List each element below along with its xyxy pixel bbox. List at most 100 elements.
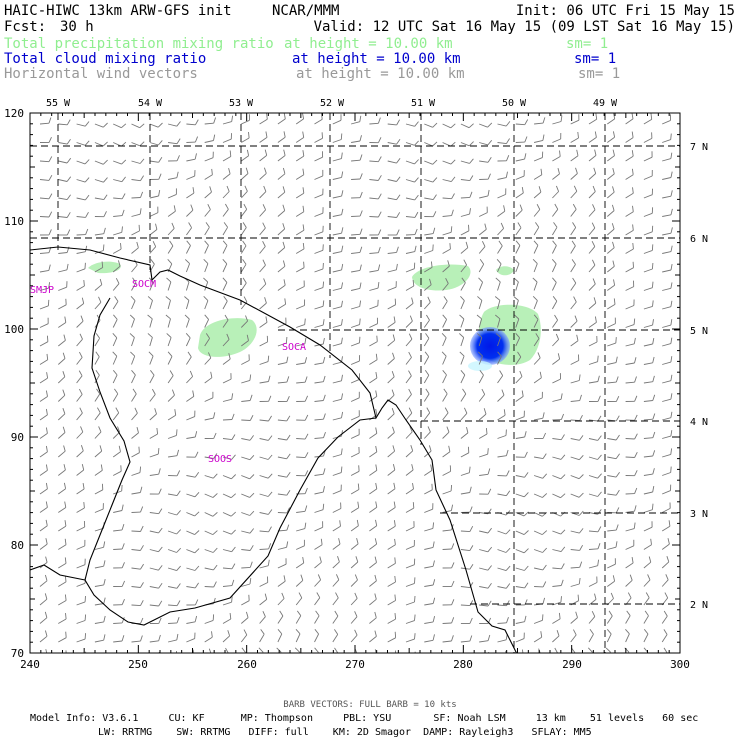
wind-barb: [443, 161, 451, 164]
wind-barb-feather: [195, 616, 196, 622]
wind-barb-feather: [305, 506, 307, 512]
wind-barb: [333, 177, 342, 179]
wind-barb: [333, 270, 342, 272]
wind-barb-feather: [613, 242, 615, 248]
wind-barb: [388, 451, 395, 457]
wind-barb-feather: [393, 353, 395, 359]
wind-barb: [424, 338, 429, 346]
wind-barb-feather: [287, 376, 289, 382]
wind-barb: [424, 180, 433, 183]
wind-barb-feather: [232, 435, 235, 440]
wind-barb: [132, 124, 140, 128]
wind-barb-feather: [210, 186, 212, 192]
wind-barb: [461, 531, 470, 532]
wind-barb: [516, 476, 525, 478]
wind-barb-feather: [684, 630, 686, 636]
wind-barb: [534, 245, 538, 253]
wind-barb: [113, 659, 122, 661]
wind-barb-feather: [378, 265, 379, 271]
wind-barb-feather: [689, 265, 690, 271]
wind-barb: [571, 283, 576, 290]
wind-barb: [77, 413, 83, 420]
wind-barb: [315, 474, 324, 475]
wind-barb-feather: [185, 259, 189, 263]
wind-barb: [443, 216, 452, 217]
lat-label: 5 N: [690, 326, 708, 337]
wind-barb: [186, 639, 194, 642]
wind-barb-feather: [433, 142, 437, 146]
wind-barb-feather: [177, 122, 181, 127]
wind-barb: [186, 282, 189, 291]
wind-barb: [644, 545, 652, 550]
wind-barb: [150, 143, 159, 146]
wind-barb: [186, 417, 194, 420]
wind-barb-feather: [168, 259, 172, 264]
wind-barb: [662, 491, 670, 494]
wind-barb-feather: [393, 427, 395, 433]
wind-barb-feather: [177, 566, 181, 571]
wind-barb: [315, 288, 324, 291]
wind-barb: [58, 619, 66, 624]
wind-barb: [278, 616, 283, 624]
wind-barb-feather: [158, 448, 159, 454]
wind-barb-feather: [167, 278, 171, 282]
wind-barb: [132, 587, 141, 588]
wind-barb: [626, 616, 631, 624]
wind-barb-feather: [470, 636, 472, 642]
wind-barb: [95, 640, 104, 642]
wind-barb-feather: [449, 446, 450, 452]
wind-barb-feather: [685, 575, 687, 581]
wind-barb: [461, 453, 469, 457]
wind-barb-feather: [46, 520, 47, 526]
wind-barb: [241, 531, 250, 533]
wind-barb-feather: [616, 490, 619, 495]
wind-barb: [406, 565, 414, 568]
wind-barb: [95, 198, 104, 200]
wind-barb: [479, 229, 486, 235]
wind-barb-feather: [595, 594, 597, 600]
wind-barb: [406, 527, 414, 531]
wind-barb: [40, 324, 48, 328]
wind-barb-feather: [303, 224, 304, 230]
wind-barb-feather: [470, 487, 472, 493]
wind-barb: [461, 550, 470, 551]
wind-barb: [351, 416, 359, 420]
wind-barb: [607, 192, 614, 198]
wind-barb: [296, 119, 303, 124]
wind-barb: [424, 640, 433, 642]
wind-barb-feather: [664, 611, 667, 616]
wind-barb-feather: [470, 176, 473, 181]
wind-barb-feather: [195, 137, 197, 143]
wind-barb-feather: [67, 120, 70, 125]
wind-barb: [77, 508, 85, 513]
wind-barb-feather: [341, 134, 342, 140]
wind-barb-feather: [122, 226, 123, 232]
wind-barb-feather: [653, 376, 655, 382]
wind-barb-feather: [79, 352, 82, 357]
wind-barb: [113, 216, 122, 217]
wind-barb-feather: [243, 241, 246, 246]
wind-barb: [607, 564, 615, 568]
wind-barb-feather: [65, 317, 66, 323]
barb-note: BARB VECTORS: FULL BARB = 10 kts: [283, 700, 456, 710]
wind-barb: [644, 510, 653, 513]
wind-barb-feather: [204, 259, 208, 263]
wind-barb-feather: [470, 618, 472, 624]
wind-barb-feather: [555, 204, 558, 209]
wind-barb-feather: [188, 352, 191, 357]
wind-barb: [626, 249, 634, 254]
wind-barb-feather: [212, 169, 213, 175]
wind-barb: [662, 215, 671, 217]
wind-barb: [40, 433, 47, 438]
wind-barb-feather: [433, 653, 434, 659]
wind-barb: [223, 359, 230, 364]
wind-barb: [461, 605, 470, 606]
wind-barb-feather: [250, 545, 253, 550]
wind-barb: [223, 602, 232, 605]
wind-barb: [296, 529, 305, 531]
field-precip-smooth: sm= 1: [566, 36, 608, 52]
wind-barb-feather: [616, 396, 619, 401]
wind-barb: [168, 435, 176, 438]
wind-barb: [223, 399, 232, 401]
wind-barb-feather: [261, 629, 265, 634]
